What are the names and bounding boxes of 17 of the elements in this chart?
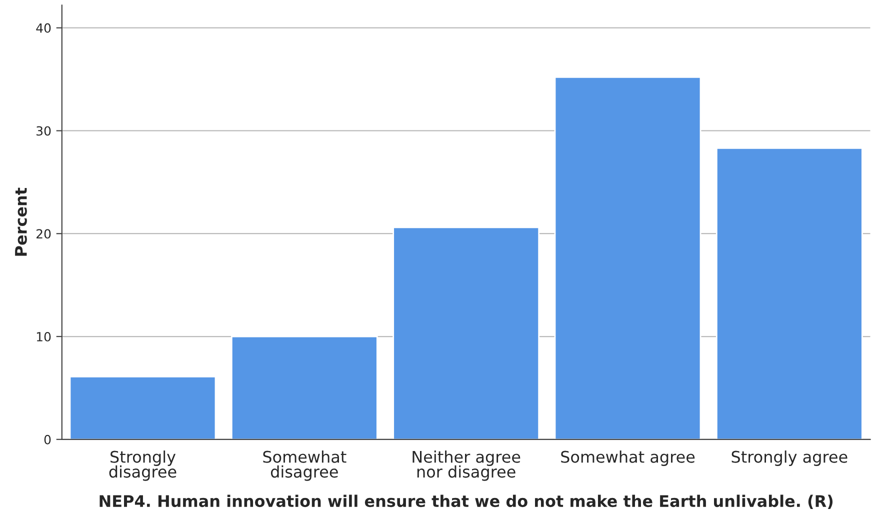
bar <box>230 336 378 440</box>
y-tick-label: 10 <box>36 332 51 342</box>
x-tick-label: Strongly agree <box>732 450 848 466</box>
y-tick-label: 40 <box>36 23 51 33</box>
y-tick-label: 20 <box>36 229 51 239</box>
y-tick-label: 30 <box>36 126 51 136</box>
x-tick-label: Somewhat disagree <box>263 450 346 481</box>
x-tick-label: Neither agree nor disagree <box>412 450 520 481</box>
y-axis-title: Percent <box>15 188 27 256</box>
bar <box>716 148 863 440</box>
bar <box>69 376 216 440</box>
bar <box>554 76 702 440</box>
x-tick-label: Strongly disagree <box>109 450 176 481</box>
bar <box>392 226 540 440</box>
y-tick-label: 0 <box>44 434 51 444</box>
x-tick-label: Somewhat agree <box>561 450 695 466</box>
x-axis-title: NEP4. Human innovation will ensure that we do not make the Earth unlivable. (R) <box>100 494 833 509</box>
